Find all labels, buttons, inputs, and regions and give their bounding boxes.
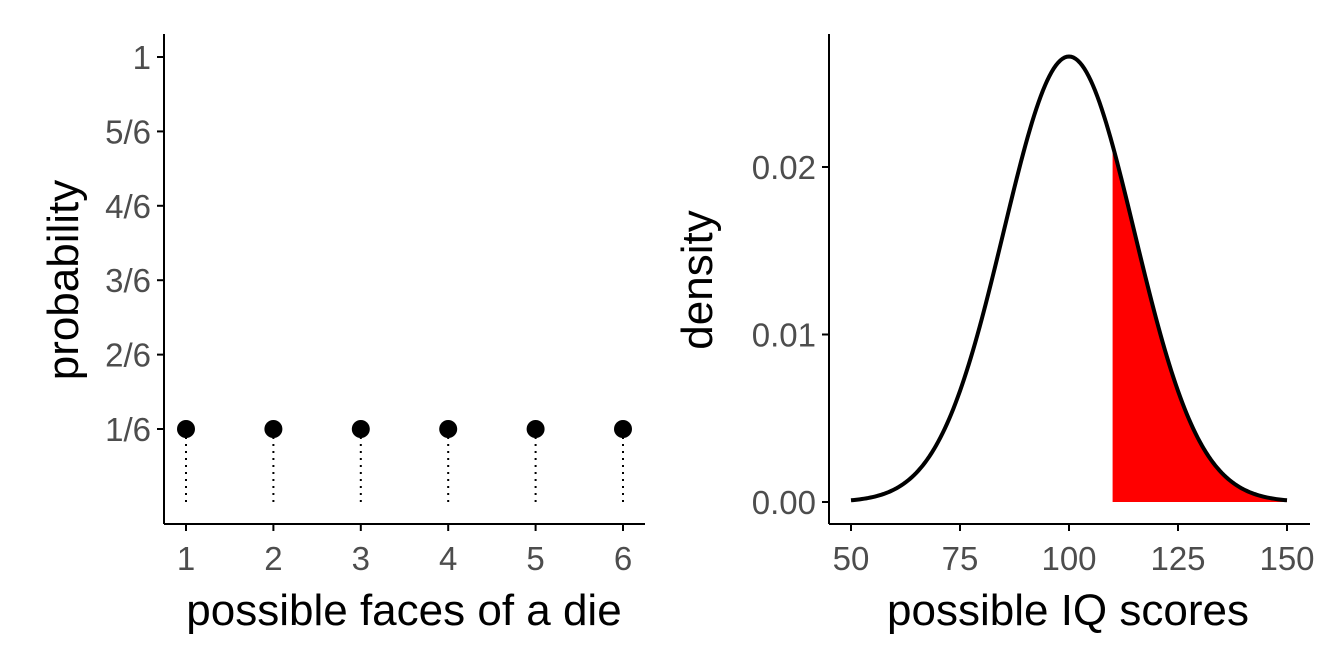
left-x-axis-title: possible faces of a die <box>186 586 621 635</box>
left-x-tick-label: 1 <box>177 540 195 577</box>
left-x-tick-label: 2 <box>264 540 282 577</box>
left-x-ticks: 1 2 3 4 5 6 <box>177 524 632 577</box>
die-probability-chart: 1/6 2/6 3/6 4/6 5/6 1 1 2 3 4 5 6 possible faces o… <box>39 34 645 635</box>
right-y-tick-label: 0.00 <box>752 484 816 521</box>
left-y-tick-label: 4/6 <box>105 188 151 225</box>
right-y-axis-title: density <box>673 210 722 349</box>
left-x-tick-label: 6 <box>614 540 632 577</box>
left-y-tick-label: 1 <box>133 39 151 76</box>
probability-point <box>177 420 195 438</box>
left-x-tick-label: 5 <box>526 540 544 577</box>
right-x-tick-label: 50 <box>833 540 870 577</box>
right-x-axis-title: possible IQ scores <box>887 586 1249 635</box>
left-y-tick-label: 2/6 <box>105 337 151 374</box>
left-y-tick-label: 1/6 <box>105 411 151 448</box>
right-x-tick-label: 125 <box>1150 540 1205 577</box>
shaded-tail-area <box>1112 145 1287 502</box>
probability-point <box>351 420 370 438</box>
probability-point <box>439 420 458 438</box>
right-y-ticks: 0.00 0.01 0.02 <box>752 149 829 521</box>
right-x-tick-label: 75 <box>942 540 979 577</box>
iq-density-chart: 0.00 0.01 0.02 50 75 100 125 150 possible IQ s… <box>673 34 1315 635</box>
left-y-tick-label: 5/6 <box>105 113 151 150</box>
left-y-axis-title: probability <box>39 180 88 381</box>
probability-point <box>526 420 545 438</box>
left-x-tick-label: 3 <box>352 540 370 577</box>
right-x-ticks: 50 75 100 125 150 <box>833 524 1315 577</box>
probability-point <box>614 420 632 438</box>
density-curve <box>850 54 1288 503</box>
probability-point <box>264 420 283 438</box>
die-marks <box>177 420 632 502</box>
left-y-ticks: 1/6 2/6 3/6 4/6 5/6 1 <box>105 39 164 448</box>
left-y-tick-label: 3/6 <box>105 262 151 299</box>
right-y-tick-label: 0.01 <box>752 317 816 354</box>
right-y-tick-label: 0.02 <box>752 149 816 186</box>
right-x-tick-label: 100 <box>1041 540 1096 577</box>
left-x-tick-label: 4 <box>439 540 457 577</box>
right-x-tick-label: 150 <box>1259 540 1314 577</box>
